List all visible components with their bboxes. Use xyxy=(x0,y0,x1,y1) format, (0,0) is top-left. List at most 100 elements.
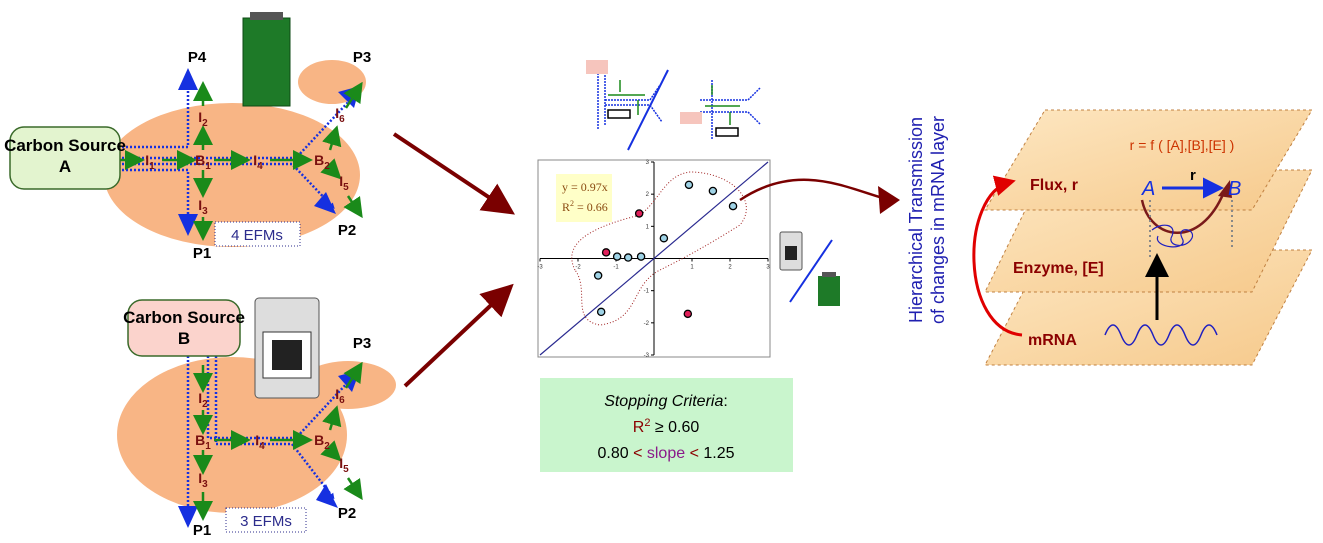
efm-label: 3 EFMs xyxy=(240,513,292,530)
node-base: I xyxy=(198,109,202,125)
node-sub: 3 xyxy=(202,479,208,490)
side-label: Hierarchical Transmission xyxy=(906,117,926,323)
product-label: P4 xyxy=(188,49,207,66)
node-label: I6 xyxy=(335,105,345,125)
y-tick-label: -1 xyxy=(644,289,650,295)
node-base: I xyxy=(255,432,259,448)
mrna-icon xyxy=(1104,324,1218,346)
thumbnails xyxy=(586,60,761,151)
node-sub: 1 xyxy=(205,161,211,172)
fit-equation: y = 0.97x xyxy=(562,180,608,194)
point xyxy=(623,253,633,262)
slope-word: slope xyxy=(647,445,685,462)
point xyxy=(612,252,622,261)
icons xyxy=(779,231,840,306)
slope-op: < xyxy=(629,445,647,462)
arrow xyxy=(392,132,515,215)
product-label: P2 xyxy=(338,222,356,239)
y-tick-label: -2 xyxy=(644,321,650,327)
point xyxy=(636,252,646,261)
node-sub: 5 xyxy=(343,464,349,475)
scatter: -3 -2 -1 1 2 3 -3 -2 -1 1 2 3 xyxy=(537,160,770,359)
node-base: I xyxy=(198,390,202,406)
r2-rest: ≥ 0.60 xyxy=(650,419,699,436)
point xyxy=(683,309,693,319)
arrow xyxy=(403,283,514,388)
species-b: B xyxy=(1228,178,1241,200)
enzyme-label: Enzyme, [E] xyxy=(1013,260,1104,277)
node-base: B xyxy=(314,152,324,168)
node-base: I xyxy=(198,197,202,213)
node-base: B xyxy=(195,432,205,448)
node-sub: 2 xyxy=(324,441,330,452)
y-tick-label: 2 xyxy=(646,192,650,198)
flux-label: Flux, r xyxy=(1030,177,1078,194)
node-base: I xyxy=(339,173,343,189)
node-base: I xyxy=(339,455,343,471)
point xyxy=(684,180,694,190)
reaction-arc xyxy=(1140,191,1226,234)
node-label: I2 xyxy=(198,109,208,129)
species-a: A xyxy=(1141,178,1155,200)
node-sub: 2 xyxy=(202,118,208,129)
point xyxy=(596,307,606,317)
node-label: I6 xyxy=(335,386,345,406)
mrna-label: mRNA xyxy=(1028,332,1077,349)
side-label: of changes in mRNA layer xyxy=(928,116,948,324)
source-line: Carbon Source xyxy=(123,308,245,327)
product-label: P2 xyxy=(338,505,356,522)
node-sub: 2 xyxy=(324,161,330,172)
node-base: I xyxy=(198,470,202,486)
node-base: I xyxy=(335,386,339,402)
network-a xyxy=(9,12,366,247)
point xyxy=(601,248,611,257)
criteria-colon: : xyxy=(723,393,727,410)
y-tick-label: -3 xyxy=(644,353,650,359)
r2-base: R xyxy=(633,419,645,436)
node-label: I1 xyxy=(145,152,155,172)
source-line: B xyxy=(178,329,190,348)
node-sub: 4 xyxy=(257,161,263,172)
node-base: I xyxy=(335,105,339,121)
node-sub: 2 xyxy=(202,399,208,410)
node-label: I5 xyxy=(339,173,349,193)
node-sub: 4 xyxy=(259,441,265,452)
point xyxy=(593,271,603,280)
node-label: I3 xyxy=(198,197,208,217)
node-base: B xyxy=(314,432,324,448)
node-sub: 5 xyxy=(343,182,349,193)
product-label: P3 xyxy=(353,335,371,352)
node-sub: 1 xyxy=(149,161,155,172)
r2-rest: = 0.66 xyxy=(574,200,608,214)
x-tick-label: 2 xyxy=(728,265,732,271)
slope-min: 0.80 xyxy=(598,445,629,462)
node-label: B1 xyxy=(195,152,211,172)
criteria-title-text: Stopping Criteria xyxy=(604,393,723,410)
fit-box xyxy=(556,174,612,222)
criteria-r2: R2 ≥ 0.60 xyxy=(633,417,700,436)
criteria-slope: 0.80 < slope < 1.25 xyxy=(598,445,735,462)
product-label: P3 xyxy=(353,49,371,66)
rate-equation: r = f ( [A],[B],[E] ) xyxy=(1130,137,1235,153)
node-base: I xyxy=(145,152,149,168)
network-b xyxy=(117,297,396,533)
node-label: I2 xyxy=(198,390,208,410)
criteria-title: Stopping Criteria: xyxy=(604,393,728,410)
y-tick-label: 3 xyxy=(646,160,650,166)
cell xyxy=(104,103,360,247)
r2-base: R xyxy=(562,200,570,214)
arrow xyxy=(739,178,891,202)
node-sub: 3 xyxy=(202,206,208,217)
source-label: Carbon Source A xyxy=(4,136,126,176)
node-label: B2 xyxy=(314,432,330,452)
reactions xyxy=(120,81,363,241)
node-label: B1 xyxy=(195,432,211,452)
node-label: I5 xyxy=(339,455,349,475)
node-sub: 1 xyxy=(205,441,211,452)
y-tick-label: 1 xyxy=(646,224,650,230)
product-label: P1 xyxy=(193,522,211,538)
x-tick-label: -2 xyxy=(575,265,581,271)
reactions xyxy=(193,361,363,521)
slope-max: 1.25 xyxy=(703,445,734,462)
